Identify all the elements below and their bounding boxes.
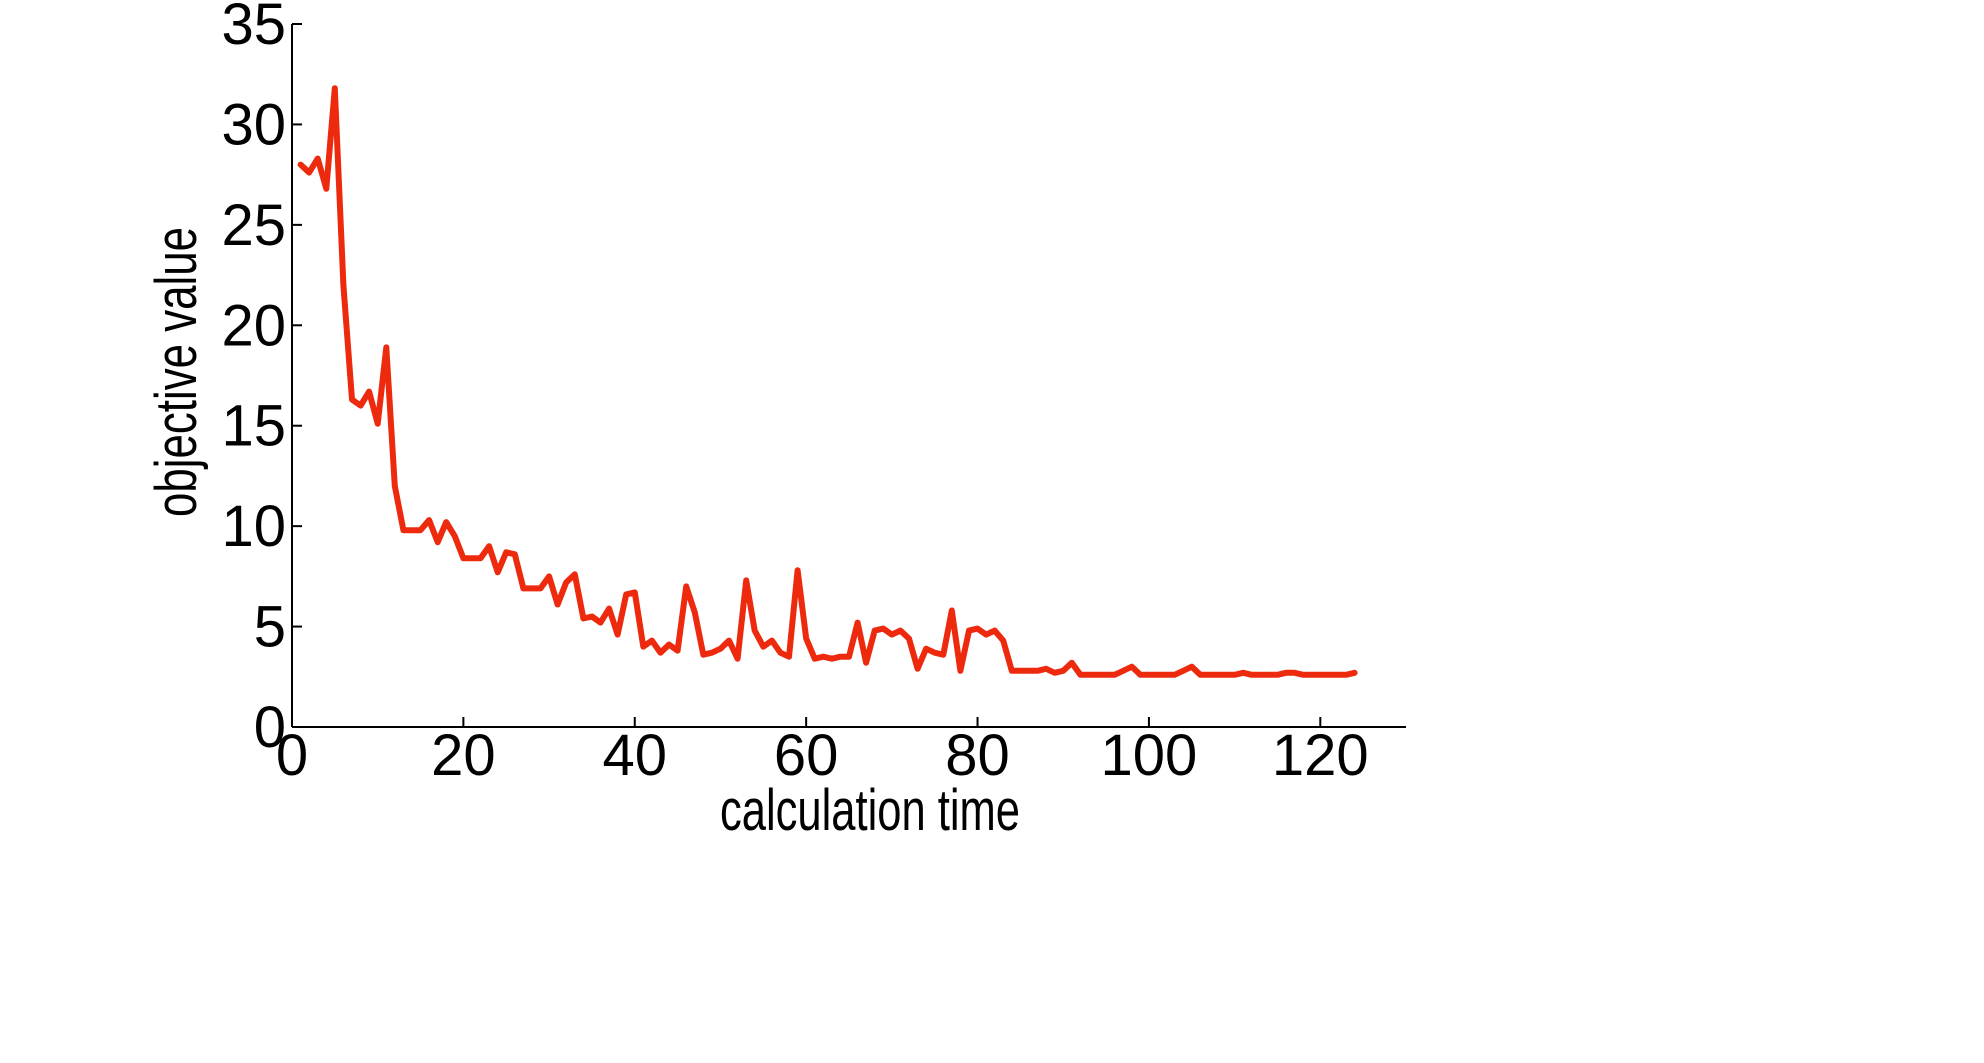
x-tick-label: 120 — [1272, 723, 1369, 788]
x-tick-label: 100 — [1101, 723, 1198, 788]
y-tick-label: 20 — [221, 293, 286, 358]
axes — [291, 24, 1406, 728]
y-tick-label: 15 — [221, 394, 286, 459]
x-tick-label: 20 — [431, 723, 496, 788]
y-axis-title: objective value — [144, 227, 209, 517]
x-tick-label: 40 — [603, 723, 668, 788]
tick-labels: 0 20 40 60 80 100 120 0 5 10 15 20 25 30 35 — [221, 0, 1368, 788]
y-tick-label: 10 — [221, 494, 286, 559]
y-tick-label: 5 — [254, 595, 286, 660]
x-tick-label: 80 — [945, 723, 1010, 788]
x-tick-label: 60 — [774, 723, 839, 788]
x-tick-label: 0 — [276, 723, 308, 788]
x-axis-title: calculation time — [720, 778, 1020, 843]
y-tick-label: 0 — [254, 695, 286, 760]
y-tick-label: 30 — [221, 92, 286, 157]
ticks — [291, 23, 1322, 728]
y-tick-label: 35 — [221, 0, 286, 57]
y-tick-label: 25 — [221, 193, 286, 258]
series-line — [297, 85, 1358, 678]
